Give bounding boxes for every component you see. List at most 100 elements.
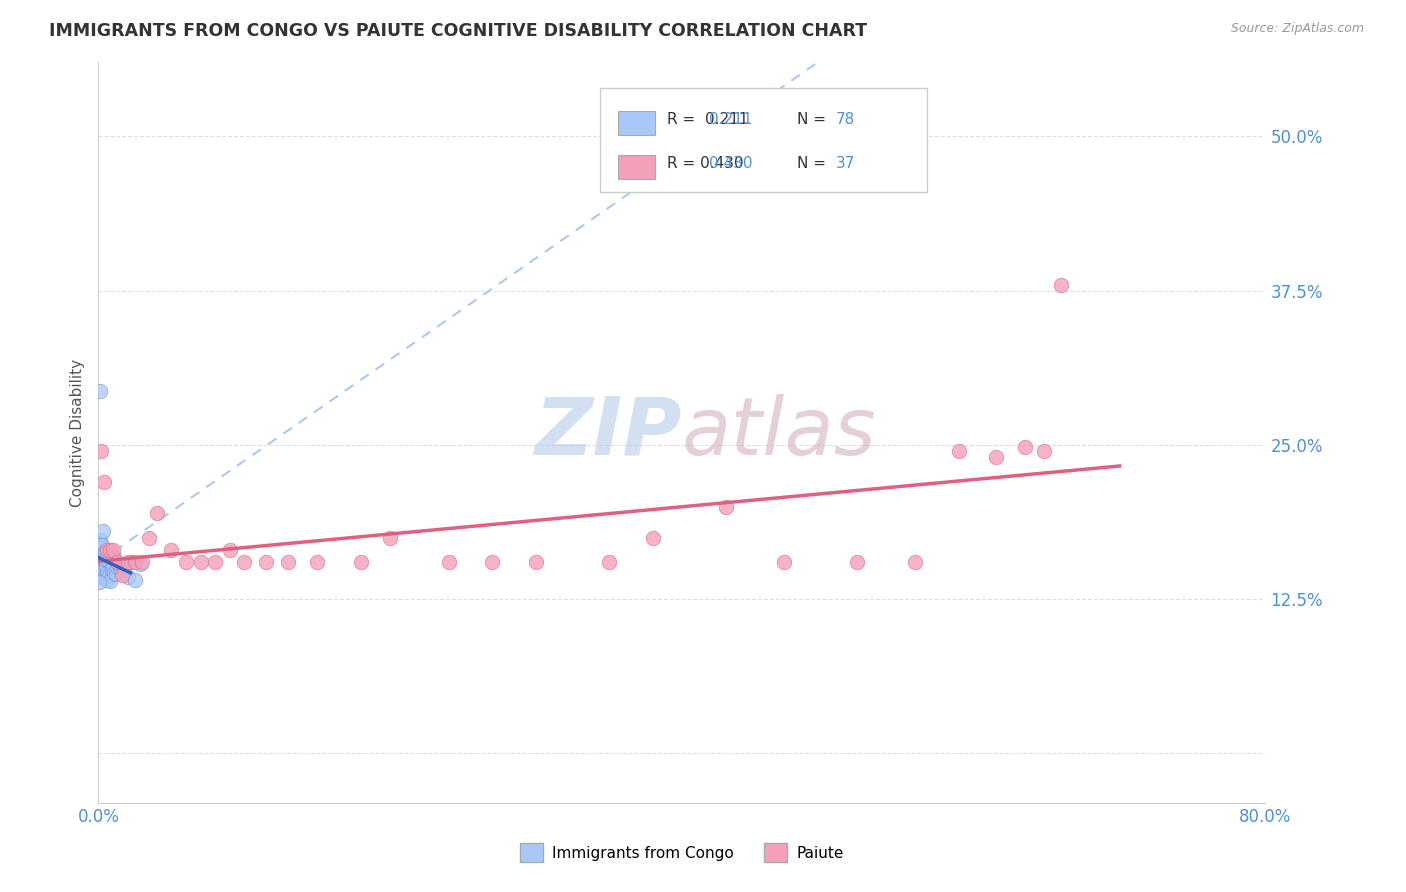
Point	[948, 444, 970, 458]
Point	[904, 555, 927, 569]
Point	[90, 558, 112, 572]
Point	[254, 555, 277, 569]
Point	[93, 548, 115, 562]
Point	[89, 567, 111, 582]
Point	[89, 546, 111, 560]
Point	[91, 559, 114, 574]
Point	[131, 555, 153, 569]
Text: R = 0.430: R = 0.430	[666, 156, 744, 171]
FancyBboxPatch shape	[617, 155, 655, 179]
Point	[90, 567, 112, 582]
Legend: Immigrants from Congo, Paiute: Immigrants from Congo, Paiute	[520, 843, 844, 862]
Point	[218, 542, 240, 557]
FancyBboxPatch shape	[600, 88, 927, 192]
Point	[103, 566, 125, 581]
Point	[190, 555, 212, 569]
Point	[94, 558, 117, 573]
Point	[598, 555, 620, 569]
Point	[90, 559, 112, 574]
Point	[89, 551, 111, 566]
Point	[89, 533, 111, 547]
Point	[89, 558, 111, 573]
Point	[90, 555, 112, 569]
Point	[124, 573, 146, 587]
Point	[89, 550, 111, 565]
Point	[117, 555, 139, 569]
Point	[128, 557, 150, 571]
Point	[89, 555, 111, 569]
Text: IMMIGRANTS FROM CONGO VS PAIUTE COGNITIVE DISABILITY CORRELATION CHART: IMMIGRANTS FROM CONGO VS PAIUTE COGNITIV…	[49, 22, 868, 40]
Point	[524, 555, 547, 569]
Point	[98, 542, 121, 557]
Point	[773, 555, 796, 569]
Point	[90, 541, 112, 555]
Point	[90, 553, 112, 567]
Point	[89, 540, 111, 554]
Point	[307, 555, 329, 569]
Point	[93, 561, 115, 575]
Point	[105, 555, 128, 569]
Point	[93, 475, 115, 489]
Point	[91, 561, 114, 575]
Point	[89, 558, 111, 573]
Point	[94, 546, 117, 560]
Point	[174, 555, 197, 569]
Text: 78: 78	[837, 112, 855, 127]
Text: 0.430: 0.430	[709, 156, 752, 171]
Point	[96, 566, 118, 580]
Point	[87, 566, 110, 581]
Point	[100, 562, 122, 576]
Point	[89, 549, 111, 564]
Y-axis label: Cognitive Disability: Cognitive Disability	[69, 359, 84, 507]
Point	[89, 554, 111, 568]
Point	[89, 559, 111, 574]
Point	[277, 555, 299, 569]
Point	[117, 570, 139, 584]
Point	[90, 444, 112, 458]
Point	[124, 555, 146, 569]
Point	[984, 450, 1007, 465]
Point	[89, 552, 111, 566]
Point	[114, 558, 136, 572]
Point	[98, 574, 121, 589]
Point	[89, 565, 111, 579]
Text: N =: N =	[797, 156, 831, 171]
Point	[91, 538, 114, 552]
Point	[90, 559, 112, 574]
Point	[93, 551, 115, 566]
Point	[90, 545, 112, 559]
FancyBboxPatch shape	[617, 111, 655, 135]
Point	[91, 550, 114, 565]
Point	[641, 531, 664, 545]
Point	[87, 569, 110, 583]
Text: Source: ZipAtlas.com: Source: ZipAtlas.com	[1230, 22, 1364, 36]
Point	[91, 564, 114, 578]
Point	[96, 574, 118, 588]
Point	[111, 567, 134, 582]
Point	[89, 556, 111, 570]
Point	[90, 552, 112, 566]
Point	[89, 542, 111, 557]
Point	[846, 555, 869, 569]
Point	[204, 555, 226, 569]
Point	[101, 542, 124, 557]
Point	[1050, 277, 1073, 292]
Point	[91, 554, 114, 568]
Point	[94, 553, 117, 567]
Point	[89, 561, 111, 575]
Point	[160, 542, 183, 557]
Point	[1032, 444, 1054, 458]
Point	[350, 555, 373, 569]
Point	[94, 560, 117, 574]
Text: atlas: atlas	[682, 393, 877, 472]
Point	[110, 563, 132, 577]
Point	[1014, 441, 1036, 455]
Point	[98, 568, 121, 582]
Point	[87, 561, 110, 575]
Point	[89, 564, 111, 578]
Point	[103, 550, 125, 565]
Point	[89, 569, 111, 583]
Point	[89, 557, 111, 571]
Point	[98, 551, 121, 566]
Point	[380, 531, 402, 545]
